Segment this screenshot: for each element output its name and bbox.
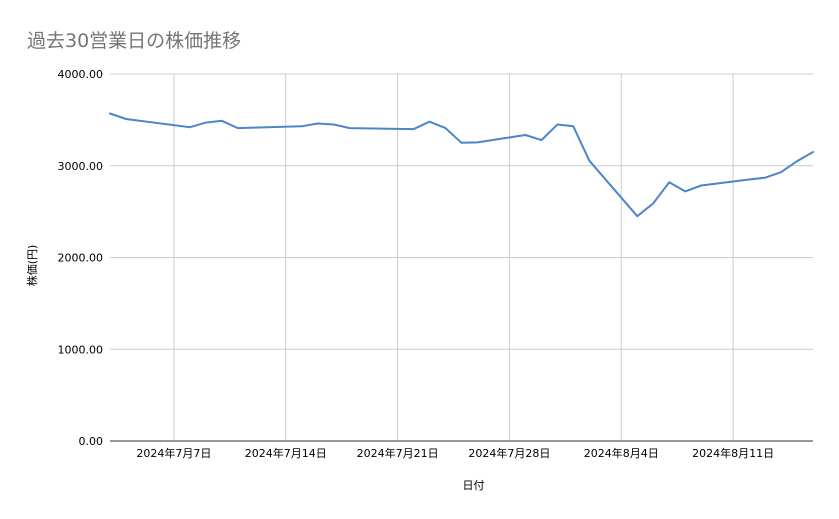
x-axis-ticks: 2024年7月7日 2024年7月14日 2024年7月21日 2024年7月28日 2…: [136, 446, 774, 460]
x-tick-label: 2024年7月7日: [136, 446, 211, 460]
chart-title: 過去30営業日の株価推移: [27, 30, 242, 52]
gridlines: [110, 73, 813, 441]
y-axis-ticks: 0.00 1000.00 2000.00 3000.00 4000.00: [58, 68, 104, 448]
y-tick-label: 2000.00: [58, 252, 104, 265]
series-layer: [109, 112, 814, 218]
series-line: [109, 112, 814, 218]
x-tick-label: 2024年7月14日: [245, 446, 327, 460]
x-tick-label: 2024年7月28日: [468, 446, 550, 460]
y-tick-label: 3000.00: [58, 160, 104, 173]
y-tick-label: 0.00: [79, 435, 104, 448]
x-tick-label: 2024年7月21日: [357, 446, 439, 460]
x-tick-label: 2024年8月11日: [692, 446, 774, 460]
y-axis-label: 株価(円): [25, 245, 39, 287]
y-tick-label: 4000.00: [58, 68, 104, 81]
x-tick-label: 2024年8月4日: [584, 446, 659, 460]
x-axis-label: 日付: [463, 479, 485, 492]
y-tick-label: 1000.00: [58, 343, 104, 356]
